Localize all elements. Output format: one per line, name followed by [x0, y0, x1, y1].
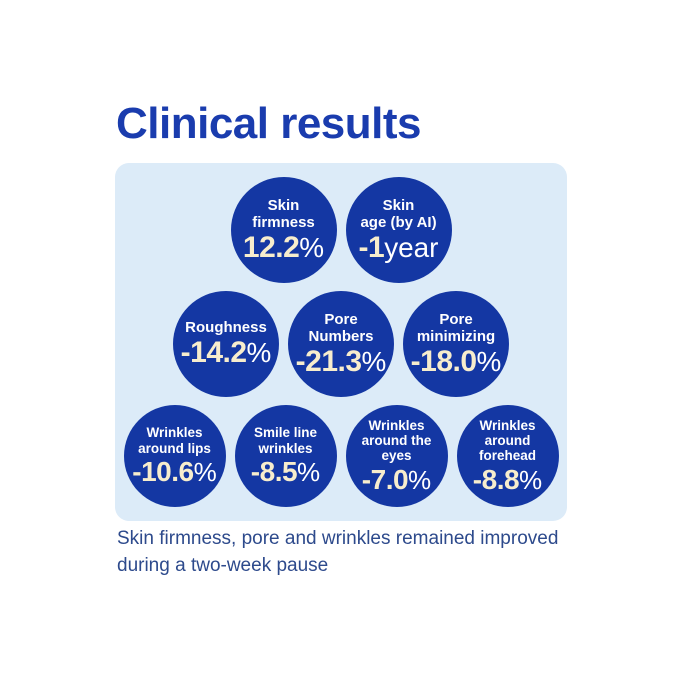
stat-label: forehead — [478, 448, 536, 464]
stat-value: -18.0% — [410, 344, 502, 378]
stat-label: Wrinkles — [368, 417, 425, 433]
caption-line-1: Skin firmness, pore and wrinkles remaine… — [117, 528, 559, 549]
stat-circle-roughness: Roughness -14.2% — [173, 291, 279, 397]
page-title: Clinical results — [116, 99, 422, 148]
stat-value: -8.5% — [250, 456, 321, 488]
stat-label: Numbers — [308, 327, 374, 345]
caption-line-2: during a two-week pause — [117, 554, 329, 576]
stat-label: minimizing — [416, 327, 496, 345]
stat-label: around the — [361, 433, 432, 449]
stat-value: -14.2% — [180, 336, 272, 370]
stat-label: Pore — [324, 310, 358, 328]
stat-label: age (by AI) — [360, 213, 437, 231]
stat-circle-wrinkles-lips: Wrinkles around lips -10.6% — [123, 405, 226, 507]
stat-circle-wrinkles-forehead: Wrinkles around forehead -8.8% — [456, 405, 559, 507]
stat-value-suffix: % — [476, 345, 502, 377]
stat-circle-skin-age: Skin age (by AI) -1year — [345, 177, 452, 283]
stat-label: around lips — [138, 440, 211, 456]
stat-label: Wrinkles — [146, 425, 203, 441]
stat-value-suffix: % — [519, 464, 543, 495]
stat-label: Pore — [439, 310, 473, 328]
stat-value: -1year — [358, 230, 439, 264]
stat-label: Wrinkles — [479, 417, 536, 433]
stats-row-2: Roughness -14.2% Pore Numbers -21.3% Por… — [173, 291, 509, 397]
stat-label: around — [484, 433, 531, 449]
caption: Skin firmness, pore and wrinkles remaine… — [117, 526, 558, 580]
stat-value-suffix: year — [384, 231, 439, 263]
stat-label: Smile line — [253, 425, 318, 441]
stat-circle-wrinkles-eyes: Wrinkles around the eyes -7.0% — [345, 405, 448, 507]
stat-circle-pore-numbers: Pore Numbers -21.3% — [288, 291, 394, 397]
stat-value-suffix: % — [193, 457, 217, 488]
stat-value-suffix: % — [297, 457, 321, 488]
stat-label: Skin — [267, 196, 300, 214]
stat-value: -10.6% — [132, 456, 217, 488]
stat-value: 12.2% — [242, 230, 325, 264]
stat-value: -7.0% — [361, 463, 432, 495]
stat-value: -21.3% — [295, 344, 387, 378]
stat-value-suffix: % — [361, 345, 387, 377]
stat-label: firmness — [252, 213, 315, 231]
stat-label: wrinkles — [258, 440, 313, 456]
results-panel: Skin firmness 12.2% Skin age (by AI) -1y… — [115, 163, 567, 521]
stat-value-suffix: % — [246, 337, 272, 369]
stat-circle-pore-minimizing: Pore minimizing -18.0% — [403, 291, 509, 397]
stat-label: Skin — [382, 196, 415, 214]
stat-value: -8.8% — [472, 463, 543, 495]
stat-label: eyes — [381, 448, 412, 464]
stats-row-1: Skin firmness 12.2% Skin age (by AI) -1y… — [230, 177, 452, 283]
stat-label: Roughness — [185, 319, 267, 337]
stat-circle-skin-firmness: Skin firmness 12.2% — [230, 177, 337, 283]
stats-row-3: Wrinkles around lips -10.6% Smile line w… — [123, 405, 559, 507]
stat-value-suffix: % — [299, 231, 325, 263]
stat-circle-smile-line-wrinkles: Smile line wrinkles -8.5% — [234, 405, 337, 507]
stat-value-suffix: % — [408, 464, 432, 495]
